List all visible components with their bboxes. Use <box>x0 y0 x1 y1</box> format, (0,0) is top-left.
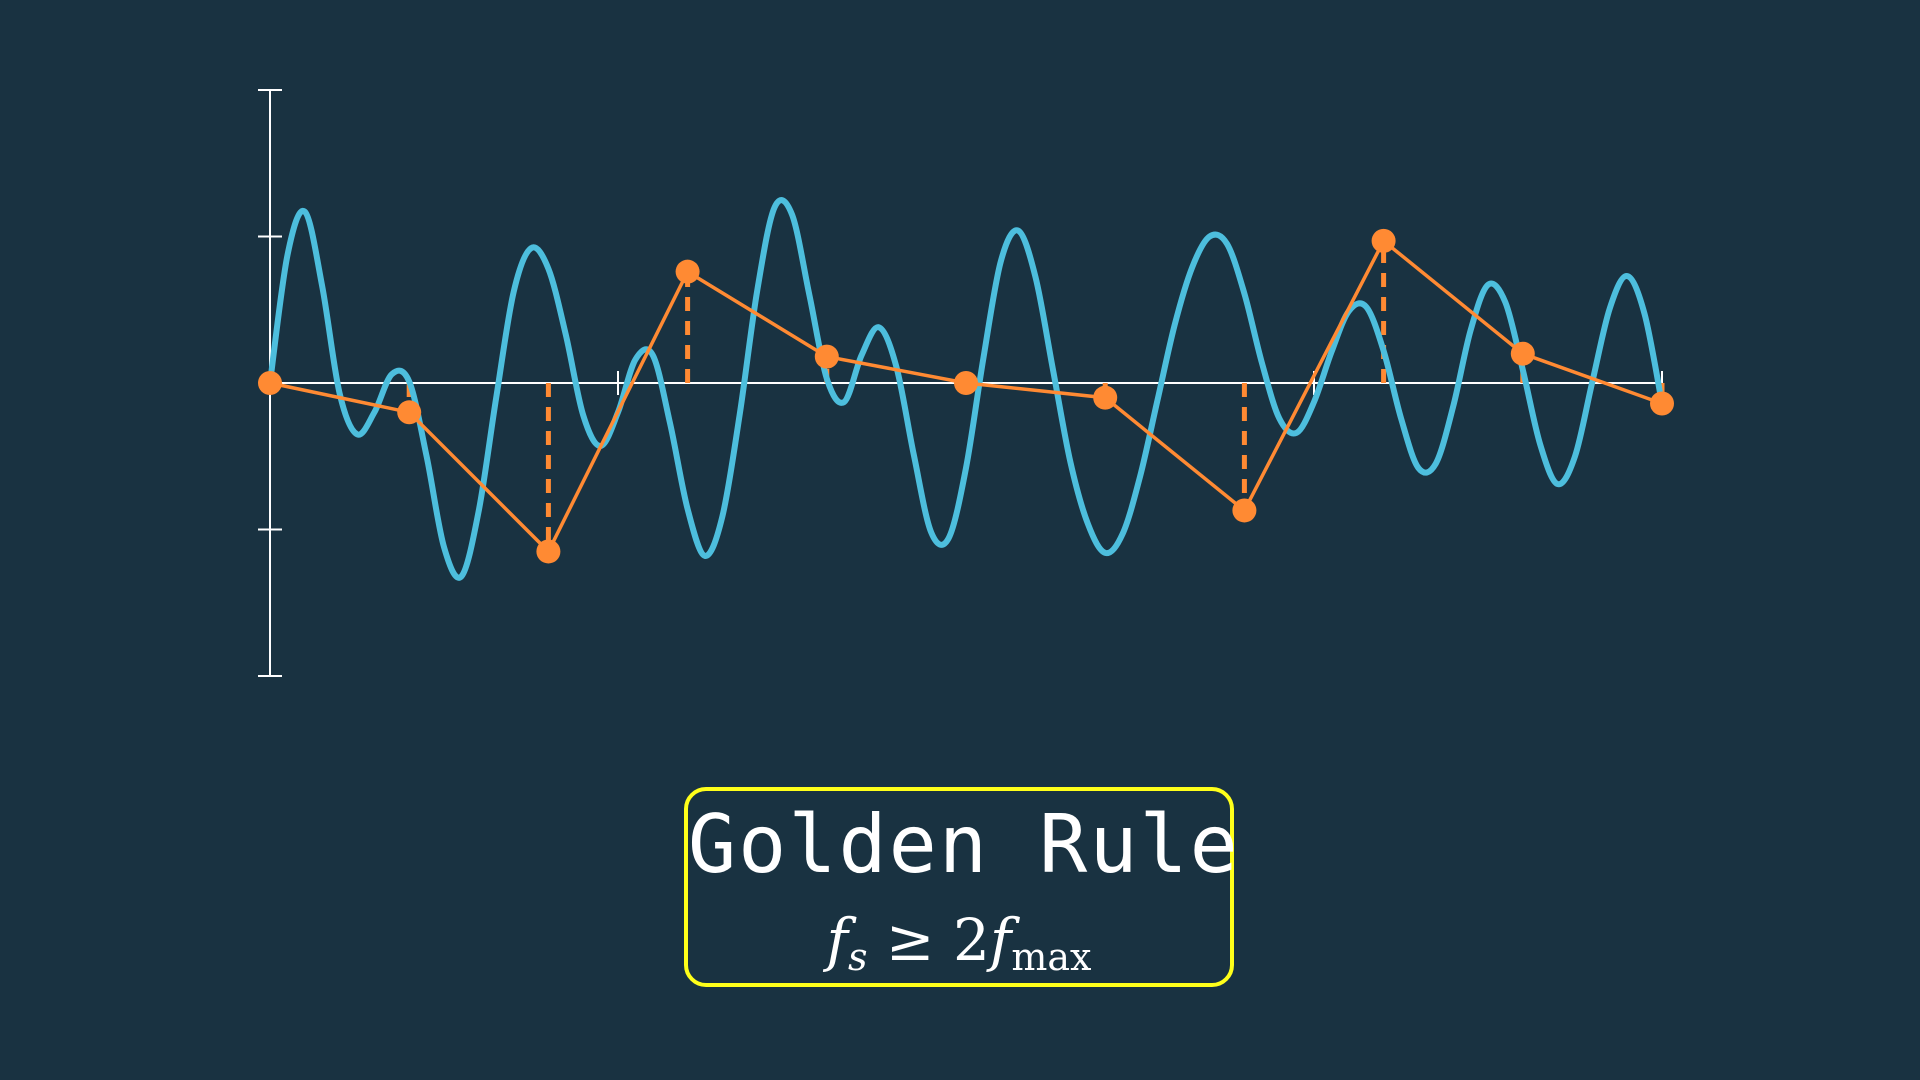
rule-title: Golden Rule <box>688 798 1240 891</box>
golden-rule-box: Golden Rule fs ≥ 2fmax <box>684 787 1240 987</box>
formula-operator: ≥ 2 <box>867 906 990 974</box>
sample-point <box>675 259 700 284</box>
formula-sub-max: max <box>1011 935 1092 979</box>
sample-point <box>1371 228 1396 253</box>
formula-sub-s: s <box>847 935 868 979</box>
sample-point <box>536 539 561 564</box>
sample-points <box>258 228 1674 564</box>
sample-point <box>258 371 282 395</box>
sample-point <box>1510 341 1535 366</box>
sample-point <box>814 344 839 369</box>
formula-f-s: f <box>826 906 848 974</box>
sample-point <box>1650 391 1674 416</box>
sample-point <box>1093 385 1118 410</box>
sample-point <box>1232 498 1257 523</box>
sample-point <box>397 400 422 425</box>
formula-f-max: f <box>989 906 1012 974</box>
nyquist-formula: fs ≥ 2fmax <box>688 905 1230 992</box>
sample-point <box>954 371 978 395</box>
continuous-signal-line <box>267 197 1665 581</box>
